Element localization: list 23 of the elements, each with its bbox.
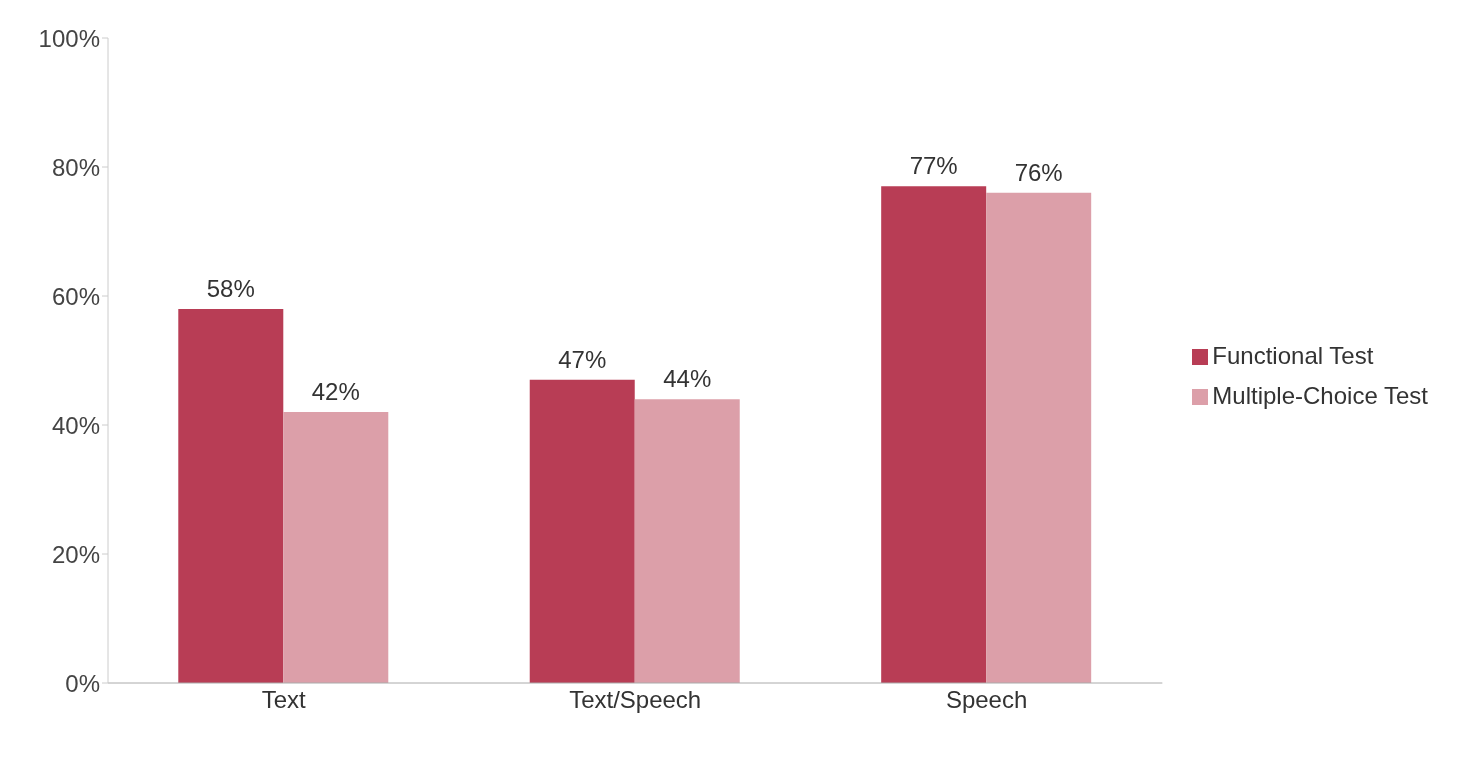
x-tick-label: Speech xyxy=(945,686,1028,714)
x-tick-label: Text/Speech xyxy=(569,686,702,714)
y-tick-label: 0% xyxy=(65,669,100,697)
bar xyxy=(634,399,740,683)
bar xyxy=(986,192,1092,683)
bar xyxy=(283,412,389,683)
data-label: 58% xyxy=(206,274,255,302)
bar xyxy=(178,308,284,683)
legend-label: Multiple-Choice Test xyxy=(1212,381,1428,409)
bar xyxy=(529,379,635,683)
y-tick-label: 100% xyxy=(38,24,100,52)
y-tick-label: 20% xyxy=(51,540,100,568)
y-tick-label: 60% xyxy=(51,282,100,310)
data-label: 44% xyxy=(663,365,712,393)
bar xyxy=(881,186,987,683)
y-tick-label: 40% xyxy=(51,411,100,439)
data-label: 47% xyxy=(558,345,607,373)
data-label: 42% xyxy=(311,378,360,406)
data-label: 76% xyxy=(1014,158,1063,186)
legend-label: Functional Test xyxy=(1212,341,1374,369)
data-label: 77% xyxy=(909,152,958,180)
y-tick-label: 80% xyxy=(51,153,100,181)
x-tick-label: Text xyxy=(261,686,307,714)
